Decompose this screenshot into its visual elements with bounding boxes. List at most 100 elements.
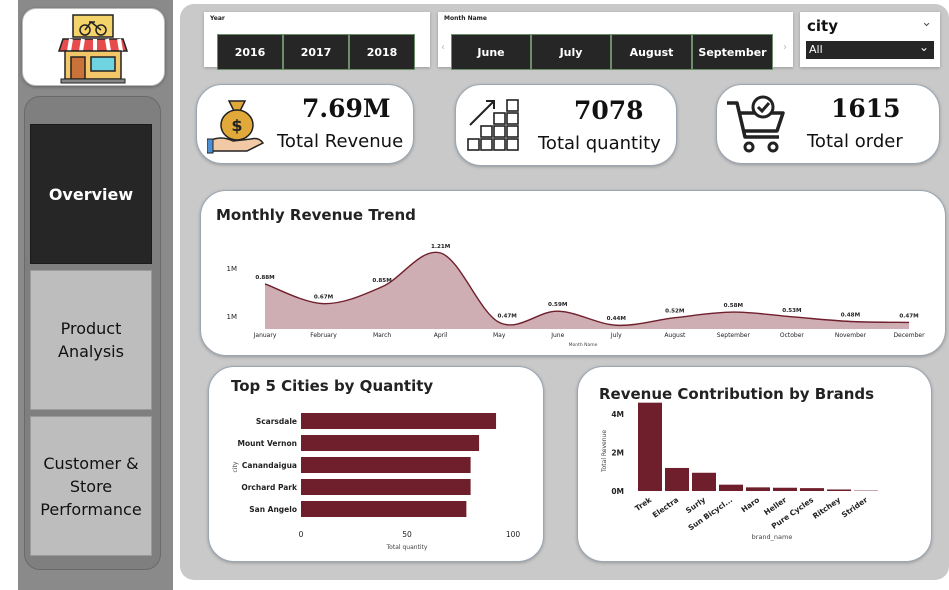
boxes-icon	[467, 99, 519, 151]
x-tick-label: 100	[506, 530, 521, 539]
month-june-button[interactable]: June	[451, 34, 531, 70]
y-tick-label: 1M	[227, 313, 238, 321]
x-tick-label: January	[253, 332, 277, 339]
dropdown-chevron-icon: ⌄	[918, 40, 929, 54]
x-axis-label: Month Name	[569, 342, 598, 348]
monthly-revenue-chart: 1M 1M January February March April May June July…	[227, 244, 926, 348]
city-label: Mount Vernon	[237, 439, 297, 448]
brand-bar	[827, 489, 851, 491]
city-dropdown-value: All	[809, 43, 823, 56]
x-tick-label: December	[893, 332, 925, 339]
top-cities-title: Top 5 Cities by Quantity	[231, 377, 434, 395]
nav-customer-store-button[interactable]: Customer & Store Performance	[30, 416, 152, 556]
brand-label: Electra	[651, 495, 680, 519]
brand-revenue-card: Revenue Contribution by Brands Trek Elect…	[577, 366, 932, 562]
data-label: 0.53M	[782, 308, 802, 314]
city-bar	[301, 435, 480, 451]
money-bag-icon: $	[207, 100, 265, 154]
top-cities-card: Top 5 Cities by Quantity Scarsdale Mount …	[208, 366, 544, 562]
month-slicer: Month Name ‹ June July August September …	[438, 12, 793, 70]
y-axis-label: city	[232, 461, 239, 472]
city-label: Orchard Park	[241, 483, 298, 492]
kpi-total-order-card: 1615 Total order	[716, 84, 940, 164]
city-label: Scarsdale	[256, 417, 297, 426]
x-tick-label: June	[550, 332, 564, 339]
revenue-line	[264, 251, 910, 327]
city-dropdown[interactable]: All ⌄	[806, 40, 934, 59]
brand-label: Ritchey	[811, 495, 842, 521]
data-label: 0.85M	[372, 278, 392, 284]
chevron-down-icon[interactable]: ⌄	[921, 15, 932, 30]
x-tick-label: March	[373, 332, 391, 339]
scroll-right-icon[interactable]: ›	[783, 42, 787, 53]
x-tick-label: July	[610, 332, 622, 339]
kpi-total-revenue-card: $ 7.69M Total Revenue	[196, 84, 414, 164]
nav-product-analysis-label: Product Analysis	[58, 319, 124, 361]
year-2017-button[interactable]: 2017	[283, 34, 349, 70]
nav-overview-label: Overview	[48, 184, 134, 204]
y-tick-label: 1M	[227, 265, 238, 273]
y-tick-label: 2M	[611, 449, 624, 458]
monthly-revenue-card: Monthly Revenue Trend 1M 1M January Februar…	[200, 190, 946, 356]
month-august-button[interactable]: August	[611, 34, 692, 70]
x-tick-label: August	[664, 332, 686, 339]
month-september-button[interactable]: September	[692, 34, 773, 70]
brand-bar	[665, 467, 689, 491]
kpi-order-label: Total order	[807, 131, 903, 152]
year-2018-button[interactable]: 2018	[349, 34, 415, 70]
data-label: 0.88M	[255, 275, 275, 281]
data-label: 0.48M	[841, 312, 861, 318]
data-label: 0.47M	[899, 313, 919, 319]
revenue-area	[265, 252, 909, 329]
year-2016-button[interactable]: 2016	[217, 34, 283, 70]
nav-customer-store-label: Customer & Store Performance	[40, 453, 142, 519]
brand-bar	[719, 484, 743, 491]
x-tick-label: November	[835, 332, 867, 339]
kpi-revenue-value: 7.69M	[302, 94, 391, 123]
x-tick-label: 50	[402, 530, 412, 539]
x-tick-label: May	[493, 332, 506, 339]
month-july-button[interactable]: July	[531, 34, 611, 70]
data-label: 0.52M	[665, 309, 685, 315]
nav-overview-button[interactable]: Overview	[30, 124, 152, 264]
x-axis-label: Total quantity	[386, 544, 428, 551]
scroll-left-icon[interactable]: ‹	[441, 42, 445, 53]
svg-text:$: $	[231, 116, 242, 135]
data-label: 0.59M	[548, 302, 568, 308]
kpi-quantity-label: Total quantity	[538, 133, 661, 154]
x-tick-label: February	[310, 332, 337, 339]
brand-label: Trek	[633, 495, 654, 513]
brand-label: Strider	[840, 495, 870, 519]
x-tick-label: 0	[299, 530, 304, 539]
kpi-revenue-label: Total Revenue	[277, 131, 404, 152]
x-tick-label: April	[434, 332, 448, 339]
x-axis-label: brand_name	[752, 533, 793, 541]
kpi-order-value: 1615	[831, 94, 901, 123]
data-label: 0.67M	[314, 295, 334, 301]
brand-bar	[800, 488, 824, 491]
kpi-quantity-value: 7078	[574, 96, 644, 125]
y-tick-label: 0M	[611, 487, 624, 496]
city-bar	[301, 457, 471, 473]
data-label: 0.47M	[497, 313, 517, 319]
y-tick-label: 4M	[611, 410, 624, 419]
city-label: San Angelo	[249, 505, 297, 514]
year-slicer: Year 2016 2017 2018	[204, 12, 430, 70]
data-label: 0.58M	[724, 303, 744, 309]
data-label: 0.44M	[607, 316, 627, 322]
city-label: Canandaigua	[242, 461, 297, 470]
month-slicer-title: Month Name	[444, 15, 487, 22]
city-bar	[301, 413, 497, 429]
logo	[22, 8, 165, 86]
data-label: 1.21M	[431, 244, 451, 250]
y-axis-label: Total Revenue	[601, 430, 608, 473]
city-bar	[301, 479, 471, 495]
brand-revenue-title: Revenue Contribution by Brands	[599, 385, 875, 403]
shopping-cart-icon	[727, 95, 785, 153]
x-tick-label: October	[780, 332, 805, 339]
top-cities-chart: Scarsdale Mount Vernon Canandaigua Orchard …	[232, 413, 521, 551]
bike-shop-logo-icon	[57, 14, 129, 84]
brand-bar	[692, 472, 716, 491]
nav-product-analysis-button[interactable]: Product Analysis	[30, 270, 152, 410]
